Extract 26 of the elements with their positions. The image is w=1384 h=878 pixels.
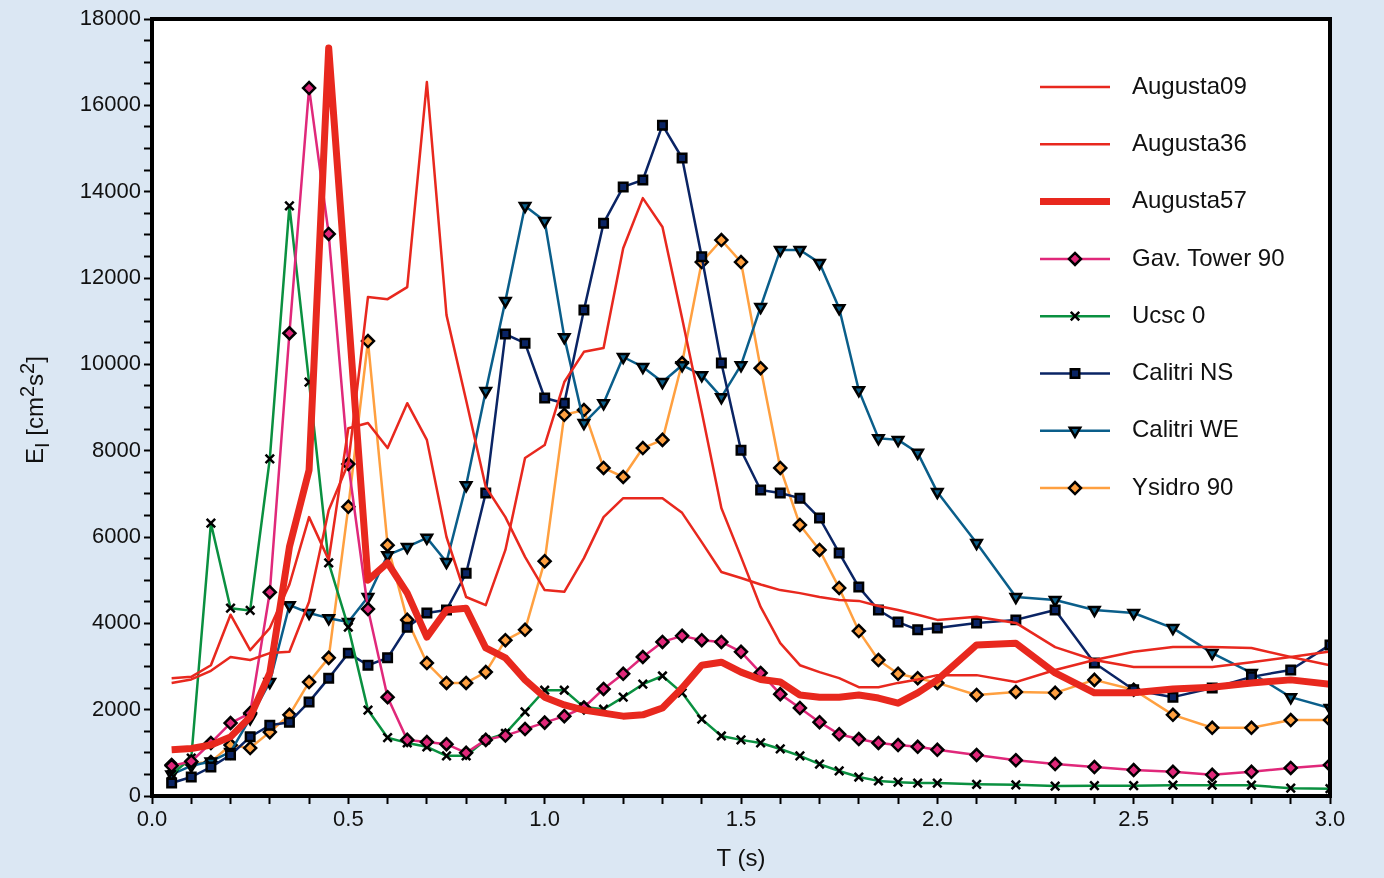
legend-label: Calitri WE (1132, 415, 1239, 443)
legend-label: Augusta36 (1132, 128, 1247, 156)
x-tick-label: 0.5 (333, 806, 364, 832)
x-tick-label: 2.0 (922, 806, 953, 832)
y-tick-label: 16000 (79, 91, 141, 117)
legend-label: Augusta09 (1132, 71, 1247, 99)
x-tick-label: 0.0 (136, 806, 168, 832)
y-tick-label: 8000 (92, 436, 141, 462)
legend-label: Augusta57 (1132, 186, 1247, 214)
legend-label: Ysidro 90 (1132, 472, 1234, 500)
x-tick-label: 2.5 (1118, 806, 1149, 832)
y-tick-label: 10000 (79, 350, 141, 376)
y-tick-label: 6000 (92, 523, 141, 549)
x-tick-label: 1.0 (529, 806, 560, 832)
legend-label: Calitri NS (1132, 358, 1234, 386)
y-tick-label: 14000 (79, 177, 141, 203)
y-tick-label: 12000 (79, 264, 141, 290)
x-axis-title: T (s) (716, 844, 766, 872)
x-tick-label: 1.5 (725, 806, 757, 832)
x-tick-label: 3.0 (1314, 806, 1346, 832)
y-tick-label: 0 (128, 782, 141, 808)
legend-label: Gav. Tower 90 (1132, 243, 1285, 271)
y-tick-label: 2000 (92, 695, 141, 721)
y-tick-label: 4000 (92, 609, 141, 635)
y-tick-label: 18000 (79, 5, 141, 31)
legend-label: Ucsc 0 (1132, 300, 1206, 328)
